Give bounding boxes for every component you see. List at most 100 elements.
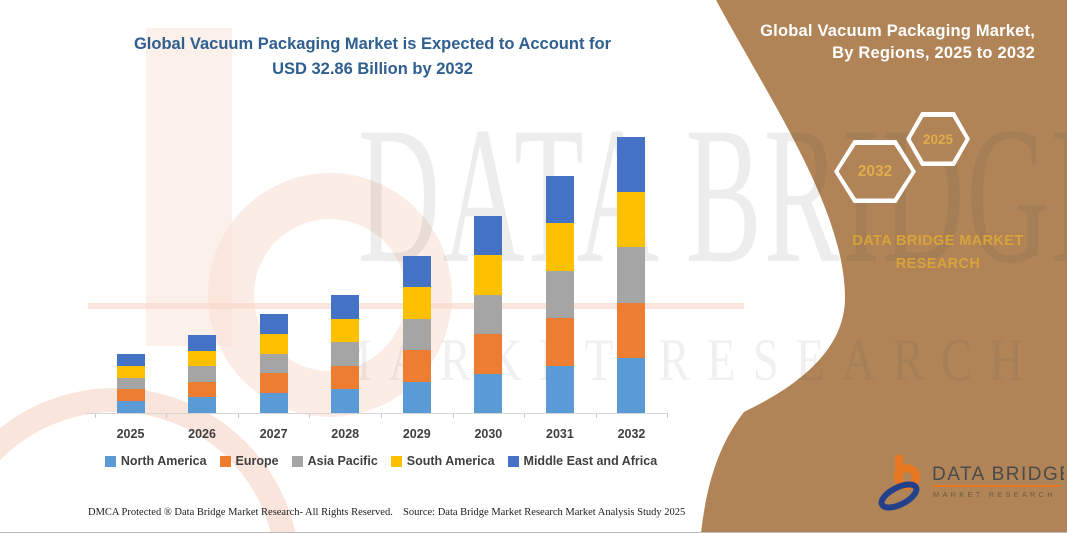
x-axis-label-2032: 2032	[617, 427, 646, 441]
chart-title: Global Vacuum Packaging Market is Expect…	[85, 32, 660, 82]
bar-2025-segment-south-america	[116, 365, 145, 378]
x-axis-tick	[380, 414, 382, 418]
bar-2025-segment-north-america	[116, 401, 145, 413]
hexagon-badge-2032-label: 2032	[857, 162, 893, 180]
legend-item-europe: Europe	[219, 454, 279, 468]
stacked-bar-plot	[85, 0, 677, 413]
bar-2026-segment-asia-pacific	[188, 366, 217, 382]
bar-2027-segment-asia-pacific	[259, 353, 288, 374]
hexagon-badge-2032-inner: 2032	[838, 144, 912, 199]
bar-2026-segment-middle-east-and-africa	[188, 335, 217, 351]
bar-2030-segment-middle-east-and-africa	[474, 216, 503, 256]
legend-swatch-north-america	[104, 455, 116, 467]
chart-title-line1: Global Vacuum Packaging Market is Expect…	[133, 35, 612, 53]
bar-2032-segment-asia-pacific	[617, 247, 646, 303]
legend-label-south-america: South America	[406, 454, 495, 468]
x-axis-tick	[595, 414, 597, 418]
x-axis-tick	[667, 414, 669, 418]
x-axis-label-2029: 2029	[402, 427, 431, 441]
bar-2030-segment-asia-pacific	[474, 294, 503, 335]
bar-2031-segment-south-america	[545, 223, 574, 271]
bar-2032-segment-north-america	[617, 357, 646, 413]
brand-wordmark-line2: RESEARCH	[895, 256, 981, 273]
bar-2031-segment-europe	[545, 318, 574, 366]
hexagon-badge-2032: 2032	[834, 140, 916, 203]
bar-2032-segment-south-america	[617, 192, 646, 248]
bar-2032	[617, 137, 646, 413]
logo-subtitle: MARKET RESEARCH	[933, 490, 1056, 499]
x-axis-label-2025: 2025	[116, 427, 145, 441]
x-axis-label-2030: 2030	[474, 427, 503, 441]
bar-2028-segment-europe	[331, 365, 360, 390]
bar-2032-segment-middle-east-and-africa	[617, 137, 646, 193]
bar-2028-segment-south-america	[331, 318, 360, 343]
bar-2025-segment-asia-pacific	[116, 377, 145, 390]
legend-label-europe: Europe	[235, 454, 279, 468]
bar-2027-segment-europe	[259, 373, 288, 394]
legend-item-asia-pacific: Asia Pacific	[291, 454, 378, 468]
x-axis-label-2026: 2026	[188, 427, 216, 441]
panel-title: Global Vacuum Packaging Market, By Regio…	[705, 20, 1035, 65]
bar-2030-segment-north-america	[474, 373, 503, 413]
panel-title-line1: Global Vacuum Packaging Market,	[760, 22, 1035, 40]
bar-2030-segment-south-america	[474, 255, 503, 295]
x-axis-tick	[309, 414, 311, 418]
bar-2031-segment-middle-east-and-africa	[545, 176, 574, 224]
brand-wordmark-line1: DATA BRIDGE MARKET	[852, 233, 1024, 249]
legend-label-asia-pacific: Asia Pacific	[307, 454, 378, 468]
hexagon-badge-2025-inner: 2025	[910, 116, 966, 162]
legend-swatch-south-america	[390, 455, 402, 467]
footer-dmca-text: DMCA Protected ® Data Bridge Market Rese…	[88, 507, 393, 518]
x-axis-tick	[452, 414, 454, 418]
bar-2029-segment-europe	[402, 350, 431, 382]
bar-2032-segment-europe	[617, 302, 646, 358]
bar-2031-segment-north-america	[545, 365, 574, 413]
x-axis-line	[86, 413, 668, 414]
x-axis-label-2027: 2027	[259, 427, 288, 441]
legend-swatch-middle-east-and-africa	[507, 455, 519, 467]
bar-2028-segment-asia-pacific	[331, 342, 360, 366]
chart-legend: North America Europe Asia Pacific South Ame…	[85, 454, 677, 468]
legend-label-north-america: North America	[120, 454, 207, 468]
bar-2029	[402, 256, 431, 413]
hexagon-badge-2025-label: 2025	[922, 131, 954, 147]
panel-title-line2: By Regions, 2025 to 2032	[832, 44, 1035, 63]
legend-item-north-america: North America	[104, 454, 207, 468]
bar-2029-segment-south-america	[402, 287, 431, 319]
bar-2025-segment-middle-east-and-africa	[116, 354, 145, 366]
footer-source-text: Source: Data Bridge Market Research Mark…	[403, 507, 686, 518]
databridge-b-icon	[878, 455, 920, 511]
x-axis-tick	[237, 414, 239, 418]
bar-2031	[545, 176, 574, 413]
bar-2025-segment-europe	[116, 389, 145, 402]
bar-2025	[116, 354, 145, 413]
chart-title-line2: USD 32.86 Billion by 2032	[272, 59, 473, 78]
x-axis-label-2028: 2028	[331, 427, 360, 441]
legend-swatch-asia-pacific	[291, 455, 303, 467]
bar-2030-segment-europe	[474, 334, 503, 374]
bar-2026-segment-north-america	[188, 397, 217, 413]
logo-title: DATA BRIDGE	[932, 464, 1064, 485]
legend-item-middle-east-and-africa: Middle East and Africa	[507, 454, 658, 468]
hexagon-badge-2025: 2025	[906, 112, 970, 166]
x-axis-tick	[166, 414, 168, 418]
bar-2026-segment-south-america	[188, 350, 217, 367]
bar-2028	[331, 295, 360, 413]
bar-2027	[259, 314, 288, 413]
legend-item-south-america: South America	[390, 454, 495, 468]
bar-2028-segment-middle-east-and-africa	[331, 295, 360, 319]
x-axis-label-2031: 2031	[546, 427, 574, 441]
bar-2029-segment-asia-pacific	[402, 318, 431, 351]
bar-2029-segment-north-america	[402, 381, 431, 413]
bar-2027-segment-north-america	[259, 393, 288, 413]
bar-2028-segment-north-america	[331, 389, 360, 413]
bar-2030	[474, 216, 503, 413]
bar-2026	[188, 335, 217, 413]
bar-2029-segment-middle-east-and-africa	[402, 256, 431, 288]
x-axis-tick	[524, 414, 526, 418]
legend-label-middle-east-and-africa: Middle East and Africa	[523, 454, 658, 468]
brand-wordmark: DATA BRIDGE MARKET RESEARCH	[828, 230, 1048, 277]
databridge-logo: DATA BRIDGE MARKET RESEARCH	[878, 455, 1064, 511]
